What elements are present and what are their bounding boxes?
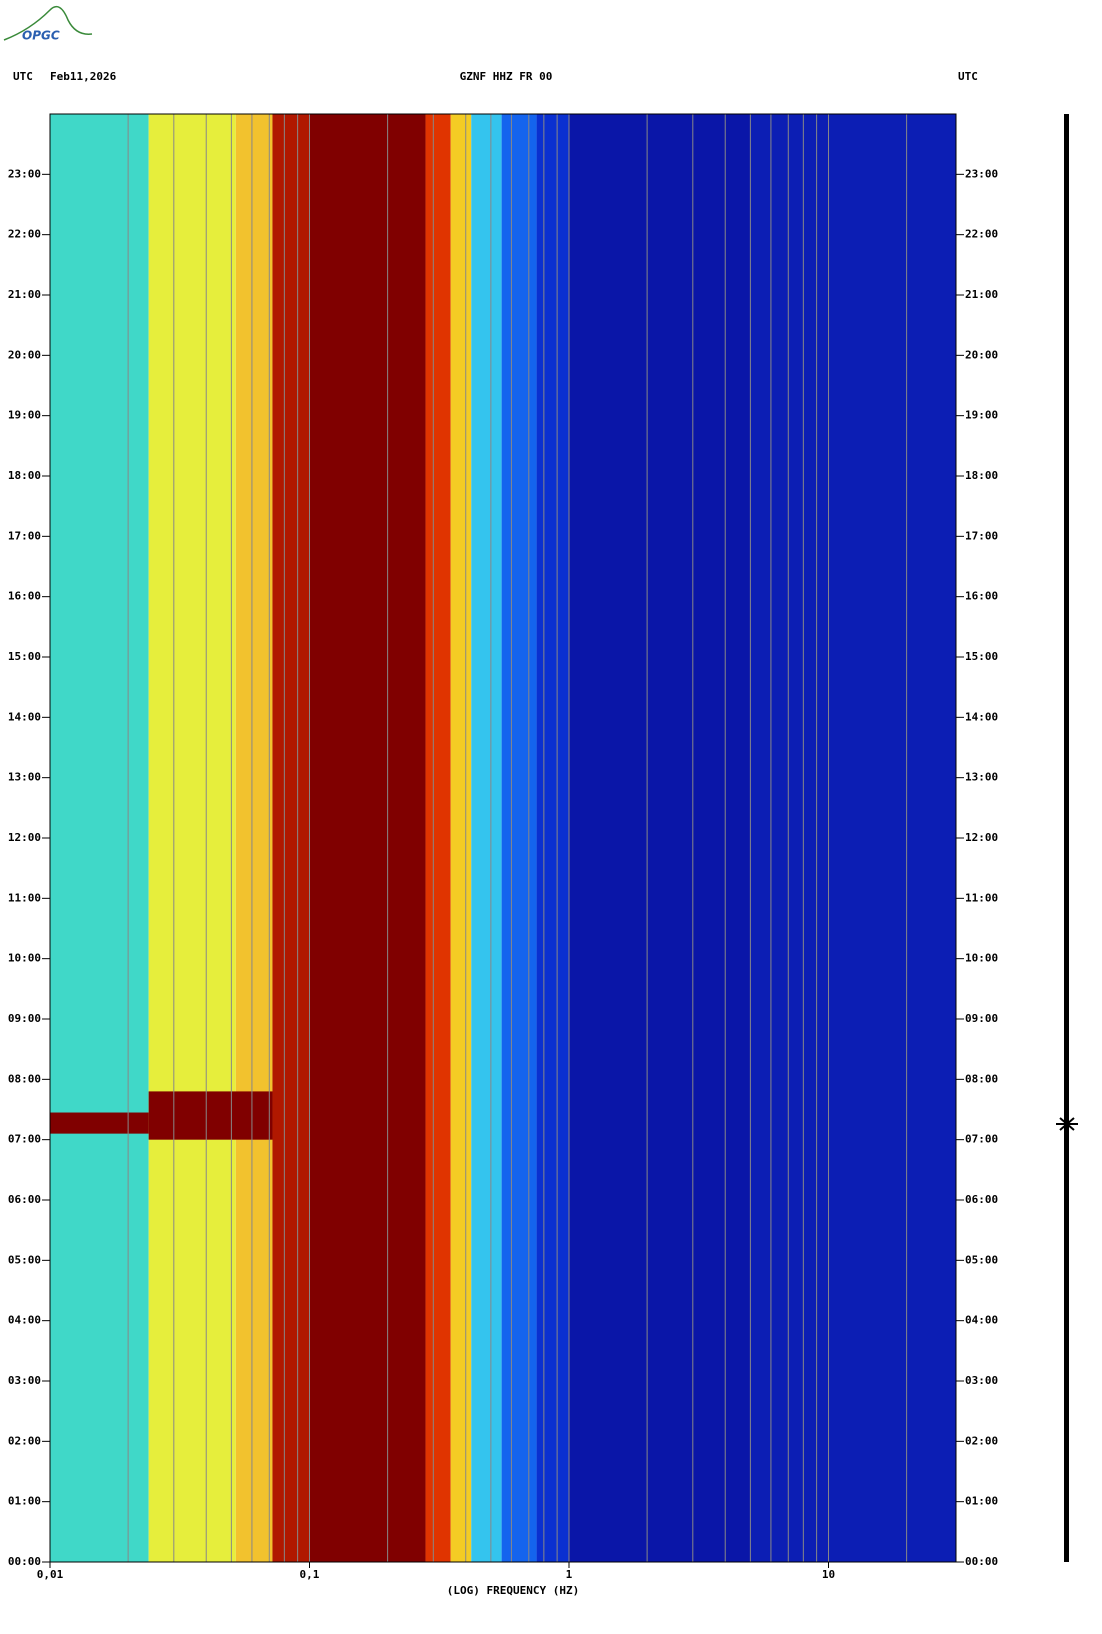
y-tick-label: 10:00 bbox=[8, 952, 41, 965]
spectral-band bbox=[50, 114, 149, 1562]
y-tick-label: 15:00 bbox=[965, 650, 998, 663]
y-tick-label: 09:00 bbox=[8, 1012, 41, 1025]
y-tick-label: 00:00 bbox=[8, 1555, 41, 1568]
y-tick-label: 17:00 bbox=[965, 529, 998, 542]
spectral-band bbox=[148, 114, 236, 1562]
y-tick-label: 00:00 bbox=[965, 1555, 998, 1568]
y-tick-label: 02:00 bbox=[965, 1434, 998, 1447]
y-tick-label: 04:00 bbox=[965, 1314, 998, 1327]
y-tick-label: 16:00 bbox=[8, 590, 41, 603]
y-tick-label: 23:00 bbox=[965, 167, 998, 180]
y-tick-label: 11:00 bbox=[965, 891, 998, 904]
spectral-band bbox=[750, 114, 956, 1562]
date: Feb11,2026 bbox=[50, 70, 117, 83]
y-tick-label: 19:00 bbox=[8, 409, 41, 422]
y-tick-label: 07:00 bbox=[8, 1133, 41, 1146]
y-tick-label: 08:00 bbox=[8, 1072, 41, 1085]
y-tick-label: 06:00 bbox=[965, 1193, 998, 1206]
y-tick-label: 14:00 bbox=[965, 710, 998, 723]
y-tick-label: 21:00 bbox=[965, 288, 998, 301]
y-tick-label: 03:00 bbox=[8, 1374, 41, 1387]
y-tick-label: 12:00 bbox=[8, 831, 41, 844]
x-tick-label: 0,01 bbox=[37, 1568, 64, 1581]
y-tick-label: 10:00 bbox=[965, 952, 998, 965]
y-tick-label: 16:00 bbox=[965, 590, 998, 603]
y-tick-label: 09:00 bbox=[965, 1012, 998, 1025]
y-tick-label: 04:00 bbox=[8, 1314, 41, 1327]
spectral-band bbox=[568, 114, 751, 1562]
y-tick-label: 19:00 bbox=[965, 409, 998, 422]
spectral-band bbox=[309, 114, 426, 1562]
y-tick-label: 14:00 bbox=[8, 710, 41, 723]
y-tick-label: 23:00 bbox=[8, 167, 41, 180]
y-tick-label: 18:00 bbox=[8, 469, 41, 482]
y-tick-label: 06:00 bbox=[8, 1193, 41, 1206]
x-axis-label: (LOG) FREQUENCY (HZ) bbox=[447, 1584, 579, 1597]
y-tick-label: 13:00 bbox=[965, 771, 998, 784]
y-tick-label: 05:00 bbox=[965, 1253, 998, 1266]
y-tick-label: 15:00 bbox=[8, 650, 41, 663]
y-tick-label: 05:00 bbox=[8, 1253, 41, 1266]
y-tick-label: 22:00 bbox=[965, 228, 998, 241]
y-tick-label: 18:00 bbox=[965, 469, 998, 482]
waveform-event bbox=[1056, 1117, 1078, 1131]
y-tick-label: 11:00 bbox=[8, 891, 41, 904]
spectral-band bbox=[471, 114, 502, 1562]
y-tick-label: 12:00 bbox=[965, 831, 998, 844]
logo: OPGC bbox=[22, 29, 60, 43]
plot-frame bbox=[49, 113, 957, 1563]
spectral-band bbox=[425, 114, 451, 1562]
timezone-right: UTC bbox=[958, 70, 978, 83]
x-tick-label: 0,1 bbox=[300, 1568, 320, 1581]
spectral-band bbox=[235, 114, 273, 1562]
spectral-band bbox=[272, 114, 310, 1562]
timezone-left: UTC bbox=[13, 70, 33, 83]
y-tick-label: 03:00 bbox=[965, 1374, 998, 1387]
event-patch bbox=[148, 1091, 273, 1140]
spectral-band bbox=[536, 114, 569, 1562]
y-tick-label: 01:00 bbox=[965, 1495, 998, 1508]
chart-title: GZNF HHZ FR 00 bbox=[460, 70, 553, 83]
spectral-band bbox=[501, 114, 537, 1562]
y-tick-label: 21:00 bbox=[8, 288, 41, 301]
y-tick-label: 17:00 bbox=[8, 529, 41, 542]
y-tick-label: 20:00 bbox=[8, 348, 41, 361]
y-tick-label: 07:00 bbox=[965, 1133, 998, 1146]
logo-arc bbox=[3, 5, 93, 41]
spectral-band bbox=[450, 114, 472, 1562]
y-tick-label: 01:00 bbox=[8, 1495, 41, 1508]
x-tick-label: 1 bbox=[566, 1568, 573, 1581]
waveform bbox=[1064, 114, 1069, 1562]
y-tick-label: 22:00 bbox=[8, 228, 41, 241]
y-tick-label: 08:00 bbox=[965, 1072, 998, 1085]
x-tick-label: 10 bbox=[822, 1568, 835, 1581]
y-tick-label: 02:00 bbox=[8, 1434, 41, 1447]
y-tick-label: 20:00 bbox=[965, 348, 998, 361]
y-tick-label: 13:00 bbox=[8, 771, 41, 784]
event-patch bbox=[50, 1112, 149, 1134]
